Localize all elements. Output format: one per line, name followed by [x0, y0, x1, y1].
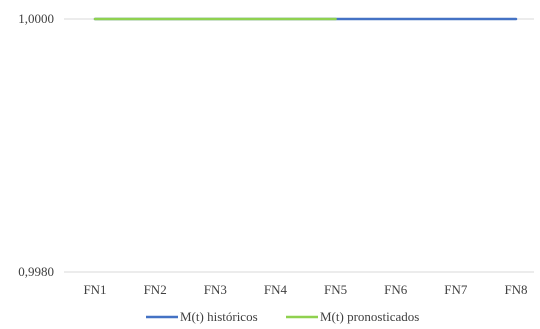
y-tick-label: 1,0000 [18, 11, 54, 26]
legend: M(t) históricos M(t) pronosticados [146, 309, 419, 324]
x-tick-label: FN6 [384, 282, 408, 297]
legend-label: M(t) históricos [180, 309, 258, 324]
legend-label: M(t) pronosticados [320, 309, 419, 324]
gridlines [64, 18, 534, 273]
x-tick-label: FN3 [204, 282, 227, 297]
y-axis-tick-labels: 1,0000 0,9980 [18, 11, 54, 279]
y-tick-label: 0,9980 [18, 264, 54, 279]
x-tick-label: FN4 [264, 282, 288, 297]
x-tick-label: FN5 [324, 282, 347, 297]
x-tick-label: FN7 [444, 282, 468, 297]
x-tick-label: FN1 [83, 282, 106, 297]
x-tick-label: FN8 [504, 282, 527, 297]
x-tick-label: FN2 [144, 282, 167, 297]
x-axis-tick-labels: FN1 FN2 FN3 FN4 FN5 FN6 FN7 FN8 [83, 282, 527, 297]
